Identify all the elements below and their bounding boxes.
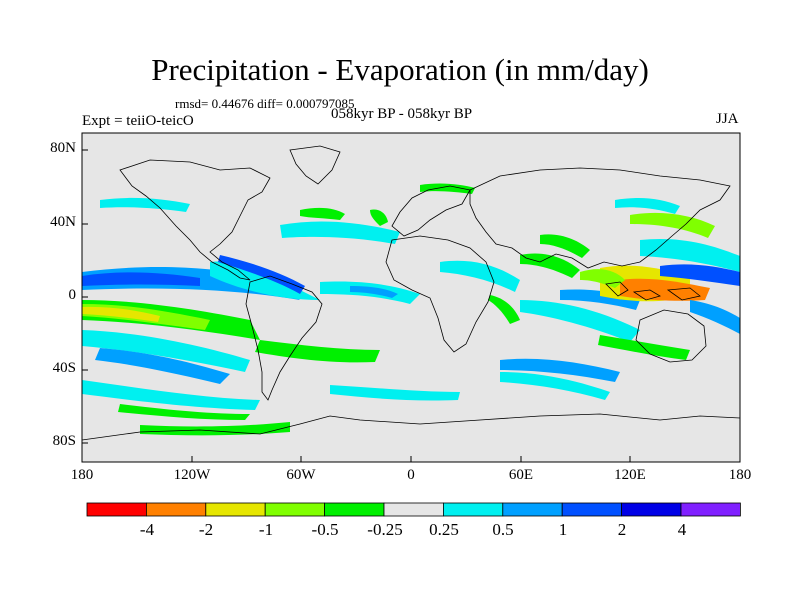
greenland-coast xyxy=(289,145,341,185)
south-pacific-band5 xyxy=(118,404,250,420)
south-atlantic-cyan xyxy=(330,385,460,401)
africa-cyan xyxy=(440,260,520,292)
colorbar-box xyxy=(502,502,563,517)
colorbar-label: -4 xyxy=(139,520,155,539)
north-america-coast xyxy=(119,159,271,281)
pacific-itcz-core xyxy=(82,272,200,286)
south-atlantic-green xyxy=(255,340,380,363)
south-america-coast xyxy=(245,275,323,401)
south-pacific-band2 xyxy=(82,330,250,372)
colorbar-label: 0.25 xyxy=(429,520,459,539)
season-label: JJA xyxy=(716,111,739,127)
europe-coast xyxy=(391,185,471,237)
south-indian-band xyxy=(500,358,620,382)
colorbar-label: -0.5 xyxy=(311,520,339,539)
contour-fields xyxy=(82,183,740,436)
colorbar-box xyxy=(621,502,682,517)
lat-label: 80N xyxy=(50,140,76,156)
east-asia-green xyxy=(630,212,715,238)
colorbar-box xyxy=(145,502,207,517)
colorbar-box xyxy=(264,502,326,517)
west-pacific-core xyxy=(660,264,740,286)
colorbar-label: 1 xyxy=(558,520,568,539)
africa-coast xyxy=(385,235,495,353)
central-pacific-cyan xyxy=(210,261,320,300)
west-pacific-blue xyxy=(640,238,740,272)
east-asia-cyan xyxy=(615,198,680,214)
colorbar-box xyxy=(324,502,385,517)
southern-ocean-strip xyxy=(140,422,290,436)
africa-green xyxy=(488,295,520,324)
north-atlantic-green xyxy=(300,207,345,220)
lat-label: 40N xyxy=(50,214,76,230)
map-title: Precipitation - Evaporation (in mm/day) xyxy=(151,52,649,87)
north-pacific-cyan xyxy=(100,197,190,212)
lon-label: 60W xyxy=(286,467,316,483)
colorbar-label: -2 xyxy=(198,520,214,539)
indian-ocean-green xyxy=(520,253,580,278)
maritime-islands xyxy=(605,281,701,301)
australia-coast xyxy=(635,309,707,363)
lat-label: 80S xyxy=(52,433,76,449)
lon-label: 120W xyxy=(173,467,211,483)
north-atlantic-green2 xyxy=(370,209,388,226)
lon-label: 60E xyxy=(508,467,534,483)
lon-label: 180 xyxy=(70,467,94,483)
south-pacific-band3 xyxy=(95,348,230,384)
antarctica-coast xyxy=(82,413,740,441)
lat-label: 40S xyxy=(52,360,76,376)
lon-label: 120E xyxy=(614,467,646,483)
colorbar-box xyxy=(680,502,741,517)
colorbar-boxes xyxy=(86,502,741,517)
stats-label: rmsd= 0.44676 diff= 0.000797085 xyxy=(175,96,355,111)
north-atlantic-band xyxy=(280,221,400,244)
southwest-pacific xyxy=(690,300,740,334)
colorbar-label: -1 xyxy=(258,520,274,539)
colorbar-label: 2 xyxy=(617,520,627,539)
colorbar-label: -0.25 xyxy=(367,520,403,539)
india-green xyxy=(540,234,590,258)
colorbar-label: 0.5 xyxy=(492,520,514,539)
colorbar-box xyxy=(561,502,623,517)
coastlines xyxy=(82,145,740,441)
maritime-orange xyxy=(620,278,710,301)
asia-coast xyxy=(469,167,731,269)
caribbean-band xyxy=(218,255,305,294)
south-indian-cyan xyxy=(500,372,610,400)
lon-label: 180 xyxy=(728,467,752,483)
lon-label: 0 xyxy=(407,467,415,483)
colorbar-box xyxy=(383,502,444,517)
lat-label: 0 xyxy=(68,287,77,303)
colorbar-box xyxy=(442,502,504,517)
axis-ticks xyxy=(82,149,631,462)
colorbar-label: 4 xyxy=(677,520,687,539)
south-pacific-yellow xyxy=(82,306,160,322)
period-label: 058kyr BP - 058kyr BP xyxy=(331,106,473,122)
experiment-label: Expt = teiiO-teicO xyxy=(82,113,194,129)
atlantic-itcz-core xyxy=(350,286,398,298)
arctic-green xyxy=(420,183,475,194)
colorbar-box xyxy=(205,502,266,517)
colorbar-box xyxy=(86,502,147,517)
south-pacific-band4 xyxy=(82,380,260,410)
indian-ocean-cyan xyxy=(520,300,640,342)
